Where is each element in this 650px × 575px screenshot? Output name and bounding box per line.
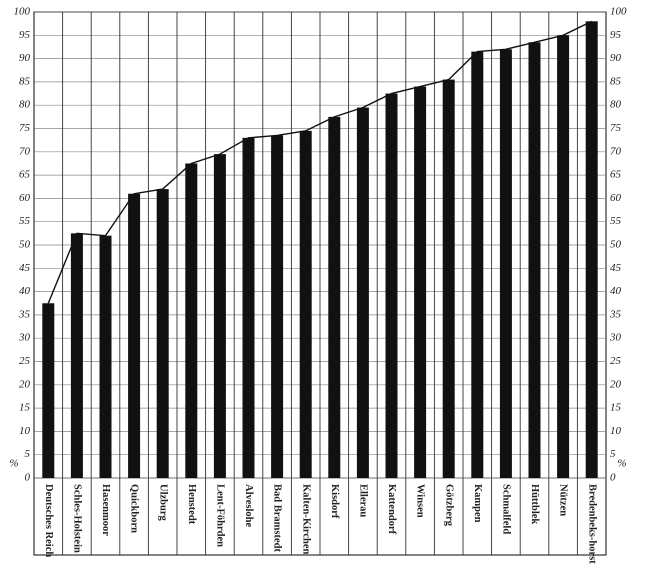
y2-tick-label: 65 <box>610 169 622 181</box>
x-tick-label: Schles-Holstein <box>71 484 82 553</box>
x-tick-label: Kattendorf <box>386 484 397 535</box>
y-tick-label: 20 <box>19 378 31 390</box>
y-tick-label: 0 <box>25 472 31 484</box>
bar <box>414 86 427 478</box>
x-tick-label: Hüttblek <box>529 484 540 524</box>
y-tick-label: 45 <box>19 262 31 274</box>
y2-tick-label: 5 <box>610 448 616 460</box>
x-tick-label: Kampen <box>472 484 483 523</box>
x-tick-label: Kisdorf <box>329 484 340 519</box>
y-tick-label: 60 <box>19 192 31 204</box>
bar <box>442 79 455 478</box>
y2-tick-label: 25 <box>610 355 622 367</box>
bar <box>185 163 198 478</box>
y-tick-label: 70 <box>19 145 31 157</box>
y2-tick-label: 100 <box>610 6 627 18</box>
bar <box>99 235 112 478</box>
y-tick-label: 15 <box>19 402 31 414</box>
y2-tick-label: 15 <box>610 402 622 414</box>
y-tick-label: 90 <box>19 52 31 64</box>
bar <box>499 49 512 478</box>
y2-tick-label: 40 <box>610 285 622 297</box>
y2-tick-label: 95 <box>610 29 622 41</box>
bar <box>328 116 341 478</box>
y2-tick-label: 90 <box>610 52 622 64</box>
bar <box>70 233 83 478</box>
y-tick-label: 55 <box>19 215 31 227</box>
y-tick-label: 30 <box>18 332 31 344</box>
x-tick-label: Kalten-Kirchen <box>300 484 311 555</box>
x-tick-label: Quickborn <box>129 484 140 533</box>
y2-tick-label: 60 <box>610 192 622 204</box>
y2-tick-label: 30 <box>609 332 622 344</box>
x-tick-label: Bredenbeks-horst <box>586 484 597 564</box>
y2-tick-label: 35 <box>609 308 622 320</box>
x-tick-label: Alveslohe <box>243 484 254 528</box>
bar <box>42 303 55 478</box>
x-tick-label: Lent-Föhrden <box>214 484 225 547</box>
x-tick-label: Henstedt <box>186 484 197 525</box>
bar <box>271 135 284 479</box>
y-tick-label: 100 <box>14 6 31 18</box>
y-tick-label: 75 <box>19 122 31 134</box>
y-unit: % <box>9 458 18 470</box>
y-tick-label: 85 <box>19 75 31 87</box>
bar <box>557 35 570 479</box>
x-tick-label: Götzberg <box>443 484 454 527</box>
x-tick-label: Hasenmoor <box>100 484 111 536</box>
x-tick-label: Ulzburg <box>157 484 168 522</box>
x-tick-label: Nützen <box>558 484 569 516</box>
x-tick-label: Schmalfeld <box>500 484 511 534</box>
bar <box>356 107 369 478</box>
y2-tick-label: 75 <box>610 122 622 134</box>
bar <box>242 137 255 478</box>
y2-tick-label: 70 <box>610 145 622 157</box>
x-tick-label: Bad Bramstedt <box>272 484 283 552</box>
bar <box>128 193 141 479</box>
y-tick-label: 50 <box>19 239 31 251</box>
y-tick-label: 80 <box>19 99 31 111</box>
bar <box>299 130 312 478</box>
y-tick-label: 5 <box>25 448 31 460</box>
bar <box>585 21 598 478</box>
y2-tick-label: 50 <box>610 239 622 251</box>
y-tick-label: 35 <box>18 308 31 320</box>
bar <box>471 51 484 479</box>
bar <box>213 154 226 478</box>
y-tick-label: 95 <box>19 29 31 41</box>
y2-tick-label: 85 <box>610 75 622 87</box>
y2-tick-label: 80 <box>610 99 622 111</box>
y2-tick-label: 45 <box>610 262 622 274</box>
x-tick-label: Winsen <box>415 484 426 518</box>
y2-tick-label: 10 <box>610 425 622 437</box>
x-tick-label: Deutsches Reich <box>43 484 54 557</box>
y-tick-label: 65 <box>19 169 31 181</box>
y-tick-label: 40 <box>19 285 31 297</box>
y-tick-label: 25 <box>19 355 31 367</box>
bar <box>528 42 541 478</box>
trend-line <box>47 20 593 304</box>
x-tick-label: Ellerau <box>357 484 368 517</box>
y-tick-label: 10 <box>19 425 31 437</box>
bar <box>156 189 169 478</box>
bar <box>385 93 398 479</box>
y2-tick-label: 55 <box>610 215 622 227</box>
y2-tick-label: 20 <box>610 378 622 390</box>
y2-tick-label: 0 <box>610 472 616 484</box>
y2-unit: % <box>617 458 626 470</box>
